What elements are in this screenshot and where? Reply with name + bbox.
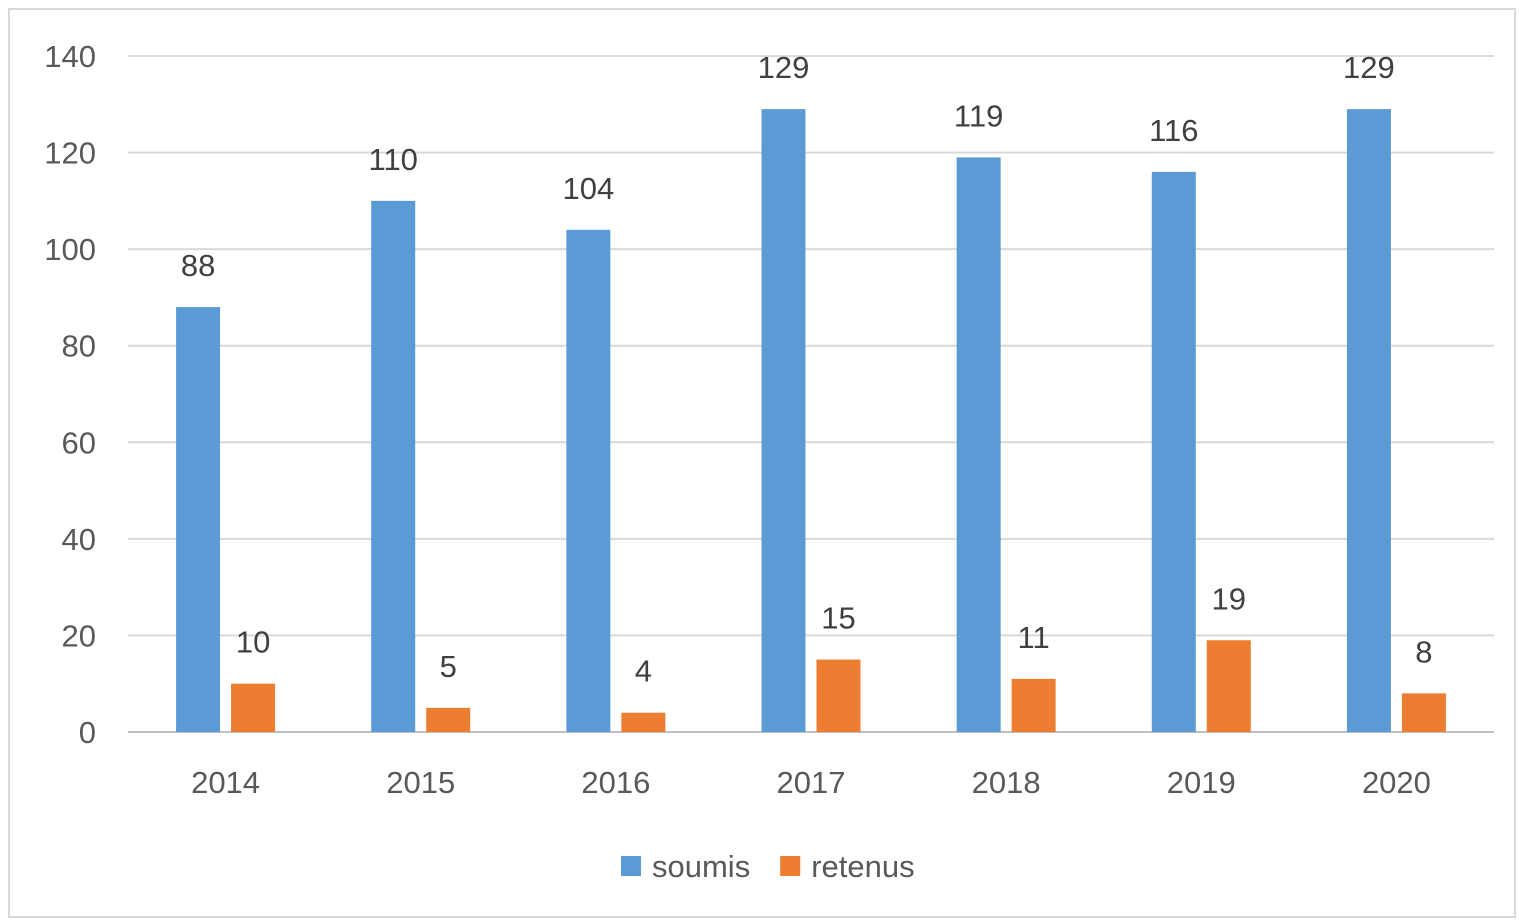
data-label-soumis-2017: 129 (758, 50, 810, 85)
x-tick-label-2017: 2017 (777, 765, 846, 800)
bar-soumis-2020 (1347, 109, 1391, 732)
y-tick-label: 100 (44, 232, 96, 267)
x-axis: 2014 2015 2016 2017 2018 2019 2020 (191, 765, 1431, 800)
y-tick-label: 80 (62, 329, 96, 364)
gridlines (128, 56, 1494, 732)
data-label-soumis-2016: 104 (562, 171, 614, 206)
data-label-retenus-2020: 8 (1415, 634, 1432, 669)
data-label-retenus-2017: 15 (821, 601, 855, 636)
data-label-soumis-2019: 116 (1149, 113, 1198, 148)
y-tick-label: 0 (79, 715, 96, 750)
x-tick-label-2020: 2020 (1362, 765, 1431, 800)
bar-retenus-2015 (426, 708, 470, 732)
bar-retenus-2020 (1402, 693, 1446, 732)
data-label-soumis-2018: 119 (954, 98, 1003, 133)
y-tick-label: 120 (44, 136, 96, 171)
x-tick-label-2016: 2016 (581, 765, 650, 800)
x-tick-label-2018: 2018 (972, 765, 1041, 800)
data-label-retenus-2016: 4 (635, 654, 652, 689)
bars (176, 109, 1446, 732)
y-axis: 0 20 40 60 80 100 120 140 (44, 39, 96, 750)
y-tick-label: 40 (62, 522, 96, 557)
bar-soumis-2016 (566, 230, 610, 732)
y-tick-label: 140 (44, 39, 96, 74)
data-labels: 88 10 110 5 104 4 129 15 119 11 116 19 129 8 (181, 50, 1433, 689)
x-tick-label-2019: 2019 (1167, 765, 1236, 800)
bar-soumis-2015 (371, 201, 415, 732)
data-label-retenus-2015: 5 (440, 649, 457, 684)
bar-soumis-2017 (762, 109, 806, 732)
bar-retenus-2018 (1012, 679, 1056, 732)
data-label-retenus-2014: 10 (236, 625, 270, 660)
bar-retenus-2016 (621, 713, 665, 732)
bar-retenus-2019 (1207, 640, 1251, 732)
x-tick-label-2014: 2014 (191, 765, 260, 800)
y-tick-label: 60 (62, 425, 96, 460)
data-label-retenus-2018: 11 (1018, 620, 1050, 655)
legend-label-soumis: soumis (652, 849, 750, 884)
data-label-soumis-2014: 88 (181, 248, 215, 283)
bar-retenus-2017 (817, 660, 861, 732)
legend: soumis retenus (621, 849, 915, 884)
y-tick-label: 20 (62, 618, 96, 653)
x-tick-label-2015: 2015 (386, 765, 455, 800)
legend-swatch-soumis (621, 856, 641, 876)
data-label-soumis-2015: 110 (369, 142, 418, 177)
data-label-retenus-2019: 19 (1212, 581, 1246, 616)
data-label-soumis-2020: 129 (1343, 50, 1395, 85)
bar-retenus-2014 (231, 684, 275, 732)
bar-soumis-2014 (176, 307, 220, 732)
legend-label-retenus: retenus (811, 849, 914, 884)
bar-soumis-2018 (957, 157, 1001, 732)
bar-soumis-2019 (1152, 172, 1196, 732)
legend-swatch-retenus (780, 856, 800, 876)
